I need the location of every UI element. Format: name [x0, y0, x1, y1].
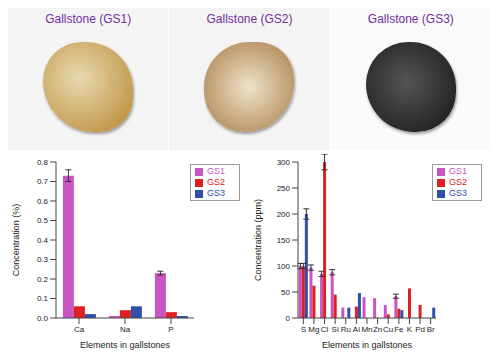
html-text:GS1: GS1	[207, 166, 225, 176]
svg-text:150: 150	[277, 236, 291, 245]
svg-text:Cu: Cu	[383, 325, 393, 334]
svg-text:Mn: Mn	[361, 325, 372, 334]
svg-text:0: 0	[286, 314, 291, 323]
svg-text:Zn: Zn	[373, 325, 382, 334]
svg-text:0.6: 0.6	[37, 197, 49, 206]
svg-text:Ru: Ru	[341, 325, 351, 334]
svg-text:0.8: 0.8	[37, 158, 49, 167]
svg-text:0.5: 0.5	[37, 216, 49, 225]
svg-text:Concentration (ppm): Concentration (ppm)	[253, 199, 263, 281]
svg-text:Br: Br	[427, 325, 435, 334]
svg-text:Cl: Cl	[321, 325, 329, 334]
html-text:GS2: GS2	[207, 177, 225, 187]
svg-text:Elements in gallstones: Elements in gallstones	[80, 340, 171, 350]
svg-text:0.0: 0.0	[37, 314, 49, 323]
html-text:GS3: GS3	[449, 188, 467, 198]
svg-text:Pd: Pd	[415, 325, 425, 334]
svg-text:K: K	[407, 325, 413, 334]
svg-text:Na: Na	[120, 325, 131, 334]
svg-text:0.3: 0.3	[37, 255, 49, 264]
svg-text:250: 250	[277, 184, 291, 193]
svg-text:Mg: Mg	[308, 325, 319, 334]
svg-text:300: 300	[277, 158, 291, 167]
svg-text:S: S	[301, 325, 306, 334]
svg-text:100: 100	[277, 262, 291, 271]
svg-text:P: P	[168, 325, 173, 334]
svg-text:200: 200	[277, 210, 291, 219]
svg-text:Concentration (%): Concentration (%)	[11, 204, 21, 277]
svg-text:0.2: 0.2	[37, 275, 49, 284]
svg-text:Elements in gallstones: Elements in gallstones	[322, 340, 413, 350]
svg-text:Ca: Ca	[74, 325, 85, 334]
html-text:Gallstone (GS3): Gallstone (GS3)	[367, 12, 454, 26]
svg-text:50: 50	[281, 288, 290, 297]
html-text:Gallstone (GS1): Gallstone (GS1)	[45, 12, 132, 26]
svg-text:0.4: 0.4	[37, 236, 49, 245]
html-text:GS2: GS2	[449, 177, 467, 187]
svg-text:Si: Si	[332, 325, 339, 334]
svg-text:Fe: Fe	[394, 325, 404, 334]
html-text:GS3: GS3	[207, 188, 225, 198]
html-text:GS1: GS1	[449, 166, 467, 176]
svg-text:0.1: 0.1	[37, 294, 49, 303]
svg-text:0.7: 0.7	[37, 177, 49, 186]
html-text:Gallstone (GS2): Gallstone (GS2)	[206, 12, 293, 26]
svg-text:Al: Al	[353, 325, 360, 334]
